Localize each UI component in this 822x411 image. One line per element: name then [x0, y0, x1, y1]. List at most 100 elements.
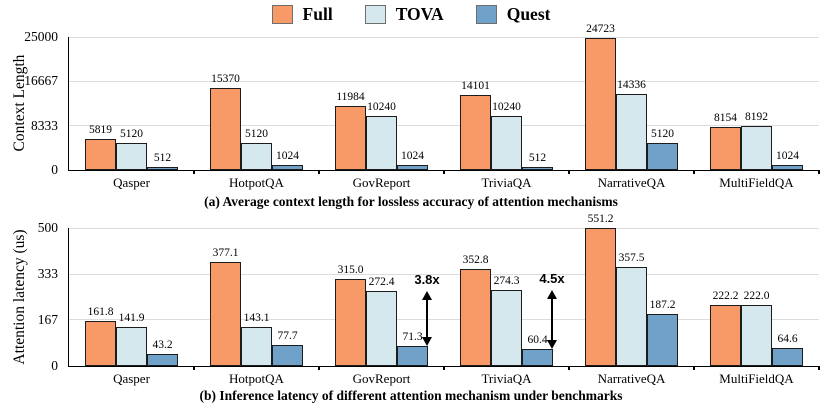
bar-tova-hotpotqa	[241, 326, 272, 366]
legend-item-quest: Quest	[475, 4, 550, 25]
bar-value-label: 24723	[586, 23, 615, 36]
x-axis-tick	[693, 366, 695, 370]
x-category-label: NarrativeQA	[597, 371, 666, 386]
bar-value-label: 14336	[617, 78, 646, 91]
bar-quest-qasper	[147, 354, 178, 366]
bar-value-label: 512	[528, 152, 547, 165]
bar-value-label: 77.7	[277, 329, 298, 342]
x-category-label: NarrativeQA	[597, 175, 666, 190]
x-axis-tick	[318, 366, 320, 370]
bar-value-label: 222.2	[712, 289, 739, 302]
gridline	[69, 319, 819, 321]
x-category-label: Qasper	[113, 371, 150, 386]
bar-value-label: 5819	[89, 124, 112, 137]
x-category-label: MultiFieldQA	[719, 371, 794, 386]
double-arrow-up-icon	[422, 290, 432, 300]
x-axis-tick	[818, 366, 820, 370]
bar-value-label: 357.5	[618, 252, 645, 265]
x-category-label: Qasper	[113, 175, 150, 190]
bar-value-label: 141.9	[118, 311, 145, 324]
bar-quest-hotpotqa	[272, 344, 303, 366]
bar-value-label: 5120	[120, 127, 143, 140]
x-axis-tick	[318, 170, 320, 174]
bar-value-label: 11984	[336, 91, 365, 104]
bar-quest-hotpotqa	[272, 164, 303, 170]
bar-value-label: 5120	[245, 127, 268, 140]
double-arrow-down-icon	[422, 337, 432, 347]
double-arrow-up-icon	[547, 290, 557, 300]
bar-full-qasper	[85, 139, 116, 170]
bar-value-label: 1024	[276, 149, 299, 162]
x-category-label: GovReport	[352, 371, 411, 386]
bar-value-label: 14101	[461, 79, 490, 92]
bar-full-triviaqa	[460, 268, 491, 366]
bar-tova-narrativeqa	[616, 93, 647, 170]
caption-a: (a) Average context length for lossless …	[204, 194, 618, 209]
bar-value-label: 1024	[401, 149, 424, 162]
bar-value-label: 274.3	[493, 275, 520, 288]
bar-value-label: 43.2	[152, 339, 173, 352]
legend-label: Full	[302, 4, 333, 24]
bar-value-label: 60.4	[527, 334, 548, 347]
bar-tova-triviaqa	[491, 290, 522, 366]
x-category-label: TriviaQA	[481, 371, 532, 386]
x-axis-tick	[443, 366, 445, 370]
plot-area: 5819 5120 512 Qasper 15370 5120 1024 HotpotQA 11…	[68, 23, 820, 190]
bar-tova-triviaqa	[491, 115, 522, 170]
bar-full-narrativeqa	[585, 228, 616, 366]
x-category-label: GovReport	[352, 175, 411, 190]
bar-tova-multifieldqa	[741, 126, 772, 170]
bar-value-label: 10240	[492, 100, 521, 113]
x-axis-tick	[443, 170, 445, 174]
gridline	[69, 80, 819, 82]
bar-value-label: 64.6	[777, 333, 798, 346]
bar-value-label: 10240	[367, 100, 396, 113]
bar-tova-govreport	[366, 290, 397, 366]
bar-value-label: 315.0	[337, 264, 364, 277]
bar-value-label: 71.3	[402, 331, 423, 344]
ratio-label: 4.5x	[539, 271, 565, 287]
bar-tova-multifieldqa	[741, 304, 772, 366]
y-tick-label: 16667	[24, 73, 58, 89]
bar-full-narrativeqa	[585, 38, 616, 170]
bar-quest-narrativeqa	[647, 142, 678, 170]
legend-swatch-quest-icon	[475, 5, 497, 24]
bar-tova-govreport	[366, 115, 397, 170]
x-axis-tick	[193, 366, 195, 370]
bar-quest-qasper	[147, 167, 178, 170]
legend-label: TOVA	[395, 4, 444, 24]
bar-full-govreport	[335, 106, 366, 170]
y-tick-label: 0	[51, 358, 58, 373]
y-axis-label: Attention latency (us)	[11, 229, 28, 365]
bar-quest-multifieldqa	[772, 348, 803, 366]
bar-value-label: 352.8	[462, 253, 489, 266]
legend-swatch-tova-icon	[364, 5, 386, 24]
bar-full-hotpotqa	[210, 261, 241, 366]
double-arrow-down-icon	[547, 340, 557, 350]
y-tick-label: 500	[37, 220, 58, 235]
legend-item-tova: TOVA	[364, 4, 444, 25]
bar-value-label: 551.2	[587, 213, 614, 225]
bar-quest-triviaqa	[522, 167, 553, 170]
bar-value-label: 5120	[651, 127, 674, 140]
bar-full-multifieldqa	[710, 126, 741, 170]
x-axis-tick	[818, 170, 820, 174]
bar-tova-qasper	[116, 142, 147, 170]
bar-full-qasper	[85, 321, 116, 366]
chart-attention-latency: Attention latency (us) 161.8 141.9 43.2 Qas…	[0, 213, 822, 411]
x-axis-tick	[568, 170, 570, 174]
gridline	[69, 36, 819, 38]
bar-value-label: 161.8	[87, 306, 114, 319]
gridline	[69, 273, 819, 275]
bar-quest-govreport	[397, 346, 428, 366]
bar-quest-narrativeqa	[647, 314, 678, 366]
x-category-label: MultiFieldQA	[719, 175, 794, 190]
bar-quest-triviaqa	[522, 349, 553, 366]
y-tick-label: 333	[37, 266, 58, 282]
double-arrow-icon	[551, 297, 553, 343]
x-axis-tick	[193, 170, 195, 174]
bar-full-hotpotqa	[210, 88, 241, 170]
bar-tova-hotpotqa	[241, 142, 272, 170]
chart-context-length: Context Length 5819 5120 512 Qasper 15370 512…	[0, 23, 822, 217]
bar-value-label: 143.1	[243, 311, 270, 324]
